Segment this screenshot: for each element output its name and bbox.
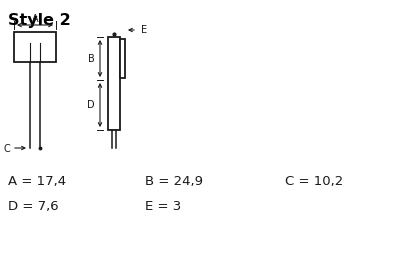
Text: A = 17,4: A = 17,4 <box>8 175 66 188</box>
Text: A: A <box>32 14 38 24</box>
Bar <box>108 37 120 130</box>
Text: D = 7,6: D = 7,6 <box>8 200 59 213</box>
Bar <box>120 39 125 78</box>
Text: E: E <box>141 25 147 35</box>
Text: D: D <box>87 100 95 110</box>
Bar <box>14 32 56 62</box>
Text: B: B <box>88 53 95 63</box>
Text: C = 10,2: C = 10,2 <box>285 175 343 188</box>
Text: B = 24,9: B = 24,9 <box>145 175 203 188</box>
Text: C: C <box>3 144 10 154</box>
Text: Style 2: Style 2 <box>8 13 71 28</box>
Text: E = 3: E = 3 <box>145 200 181 213</box>
